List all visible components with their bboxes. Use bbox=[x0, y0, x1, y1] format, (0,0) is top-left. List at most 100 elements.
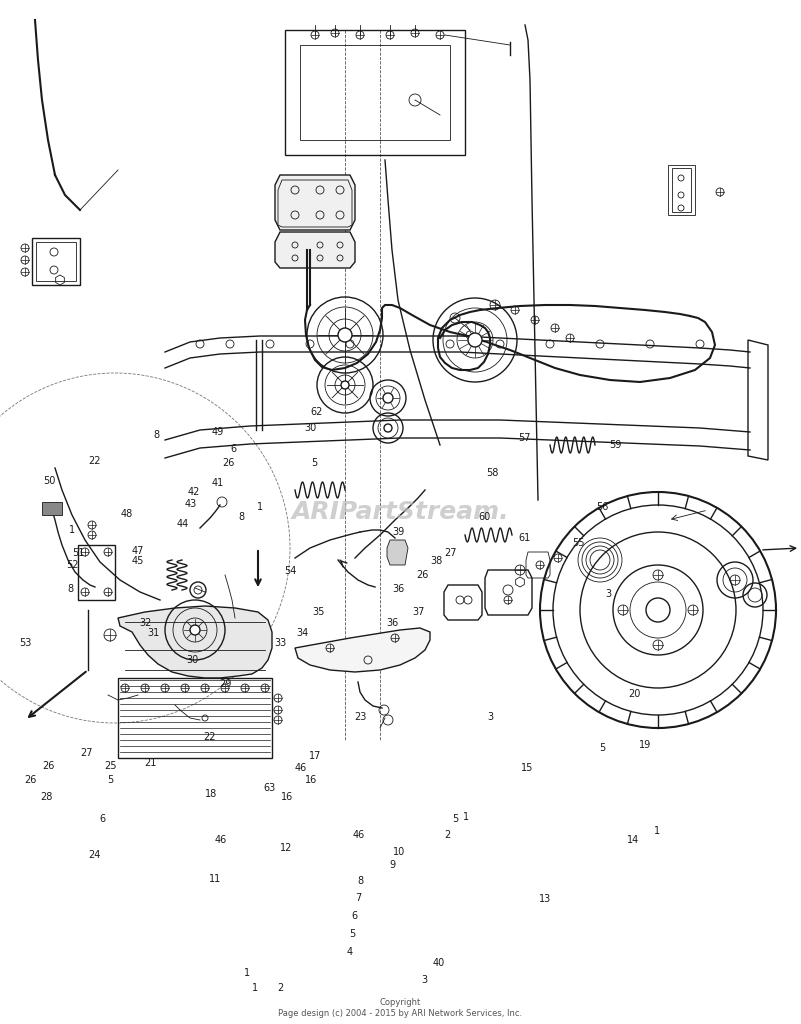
Text: 62: 62 bbox=[310, 407, 323, 417]
Text: Copyright
Page design (c) 2004 - 2015 by ARI Network Services, Inc.: Copyright Page design (c) 2004 - 2015 by… bbox=[279, 998, 522, 1018]
Text: 1: 1 bbox=[244, 968, 250, 978]
Text: 44: 44 bbox=[176, 519, 189, 529]
Text: 46: 46 bbox=[352, 829, 365, 840]
Text: 57: 57 bbox=[518, 433, 531, 443]
Text: 55: 55 bbox=[572, 538, 585, 548]
Text: 39: 39 bbox=[392, 527, 405, 538]
Circle shape bbox=[341, 381, 349, 389]
Text: 16: 16 bbox=[280, 792, 293, 802]
Text: 6: 6 bbox=[231, 443, 237, 454]
Text: 16: 16 bbox=[304, 775, 317, 785]
Text: 46: 46 bbox=[214, 835, 227, 845]
Text: 5: 5 bbox=[452, 814, 458, 824]
Text: 11: 11 bbox=[208, 873, 221, 884]
Text: 5: 5 bbox=[311, 458, 317, 468]
Text: 3: 3 bbox=[421, 975, 428, 985]
Text: 26: 26 bbox=[417, 570, 429, 581]
Text: 27: 27 bbox=[80, 748, 93, 758]
Polygon shape bbox=[118, 606, 272, 678]
Text: 31: 31 bbox=[147, 628, 160, 638]
Polygon shape bbox=[42, 502, 62, 515]
Text: 21: 21 bbox=[144, 758, 157, 768]
Text: 6: 6 bbox=[99, 814, 106, 824]
Text: 48: 48 bbox=[120, 509, 133, 519]
Text: 49: 49 bbox=[211, 427, 224, 437]
Text: 63: 63 bbox=[263, 783, 276, 794]
Polygon shape bbox=[275, 175, 355, 230]
Text: 54: 54 bbox=[284, 566, 296, 577]
Text: 43: 43 bbox=[184, 499, 197, 509]
Text: 18: 18 bbox=[204, 788, 217, 799]
Text: 8: 8 bbox=[357, 876, 364, 886]
Text: 20: 20 bbox=[628, 689, 641, 699]
Text: 46: 46 bbox=[294, 763, 307, 773]
Text: ARIPartStream.: ARIPartStream. bbox=[292, 500, 509, 524]
Text: 1: 1 bbox=[252, 983, 258, 993]
Text: 42: 42 bbox=[187, 486, 200, 497]
Text: 33: 33 bbox=[274, 638, 287, 648]
Text: 34: 34 bbox=[296, 628, 309, 638]
Text: 5: 5 bbox=[349, 929, 356, 939]
Circle shape bbox=[338, 328, 352, 342]
Text: 1: 1 bbox=[257, 502, 264, 512]
Text: 22: 22 bbox=[88, 456, 101, 466]
Text: 30: 30 bbox=[186, 655, 199, 666]
Text: 10: 10 bbox=[392, 847, 405, 857]
Text: 8: 8 bbox=[67, 584, 74, 594]
Text: 36: 36 bbox=[386, 617, 399, 628]
Text: 2: 2 bbox=[444, 829, 450, 840]
Text: 3: 3 bbox=[606, 589, 612, 599]
Text: 38: 38 bbox=[430, 556, 443, 566]
Text: 2: 2 bbox=[277, 983, 284, 993]
Text: 50: 50 bbox=[43, 476, 56, 486]
Text: 35: 35 bbox=[312, 607, 325, 617]
Text: 14: 14 bbox=[626, 835, 639, 845]
Text: 7: 7 bbox=[355, 893, 361, 903]
Circle shape bbox=[383, 393, 393, 403]
Text: 1: 1 bbox=[463, 812, 469, 822]
Polygon shape bbox=[275, 232, 355, 268]
Text: 8: 8 bbox=[239, 512, 245, 522]
Text: 24: 24 bbox=[88, 850, 101, 860]
Polygon shape bbox=[387, 540, 408, 565]
Text: 26: 26 bbox=[222, 458, 235, 468]
Circle shape bbox=[646, 598, 670, 622]
Circle shape bbox=[190, 625, 200, 635]
Text: 25: 25 bbox=[104, 761, 117, 771]
Text: 37: 37 bbox=[412, 607, 425, 617]
Text: 9: 9 bbox=[389, 860, 396, 870]
Text: 15: 15 bbox=[521, 763, 533, 773]
Text: 45: 45 bbox=[131, 556, 144, 566]
Text: 60: 60 bbox=[478, 512, 491, 522]
Text: 5: 5 bbox=[107, 775, 114, 785]
Text: 1: 1 bbox=[69, 525, 75, 536]
Text: 59: 59 bbox=[609, 440, 622, 451]
Text: 51: 51 bbox=[72, 548, 85, 558]
Text: 12: 12 bbox=[280, 843, 292, 853]
Text: 5: 5 bbox=[599, 742, 606, 753]
Text: 17: 17 bbox=[308, 751, 321, 761]
Circle shape bbox=[468, 333, 482, 347]
Text: 6: 6 bbox=[352, 911, 358, 922]
Text: 26: 26 bbox=[42, 761, 54, 771]
Text: 26: 26 bbox=[24, 775, 37, 785]
Text: 32: 32 bbox=[139, 617, 152, 628]
Text: 3: 3 bbox=[487, 712, 493, 722]
Text: 41: 41 bbox=[211, 478, 224, 488]
Text: 53: 53 bbox=[19, 638, 32, 648]
Text: 40: 40 bbox=[433, 957, 445, 968]
Text: 56: 56 bbox=[596, 502, 609, 512]
Text: 27: 27 bbox=[444, 548, 457, 558]
Circle shape bbox=[384, 424, 392, 432]
Text: 1: 1 bbox=[654, 826, 660, 837]
Text: 58: 58 bbox=[486, 468, 499, 478]
Text: 52: 52 bbox=[66, 560, 78, 570]
Polygon shape bbox=[295, 628, 430, 672]
Text: 29: 29 bbox=[219, 679, 232, 689]
Text: 22: 22 bbox=[203, 732, 216, 742]
Text: 13: 13 bbox=[538, 894, 551, 904]
Text: 61: 61 bbox=[518, 532, 531, 543]
Text: 23: 23 bbox=[354, 712, 367, 722]
Text: 4: 4 bbox=[347, 947, 353, 957]
Text: 47: 47 bbox=[131, 546, 144, 556]
